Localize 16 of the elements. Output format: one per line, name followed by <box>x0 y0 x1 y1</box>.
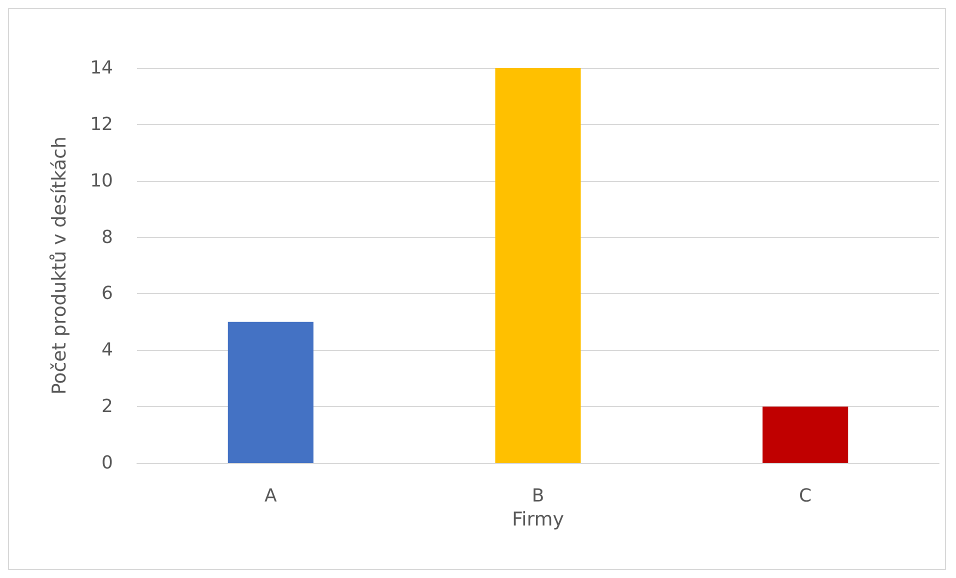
y-tick-label: 10 <box>90 170 113 192</box>
y-tick-label: 0 <box>102 452 113 474</box>
bar <box>228 322 314 463</box>
x-tick-label: A <box>264 486 278 506</box>
x-axis-title: Firmy <box>512 508 564 530</box>
y-tick-label: 14 <box>90 58 113 78</box>
y-tick-label: 8 <box>102 226 113 248</box>
x-tick-label: C <box>799 486 812 506</box>
bar <box>495 68 581 463</box>
y-tick-label: 6 <box>102 283 113 304</box>
y-axis-title: Počet produktů v desítkách <box>48 136 70 395</box>
bar <box>762 406 848 463</box>
x-tick-label: B <box>532 486 544 506</box>
y-tick-label: 12 <box>90 114 113 135</box>
y-tick-label: 2 <box>102 396 113 418</box>
y-tick-label: 4 <box>102 340 113 361</box>
